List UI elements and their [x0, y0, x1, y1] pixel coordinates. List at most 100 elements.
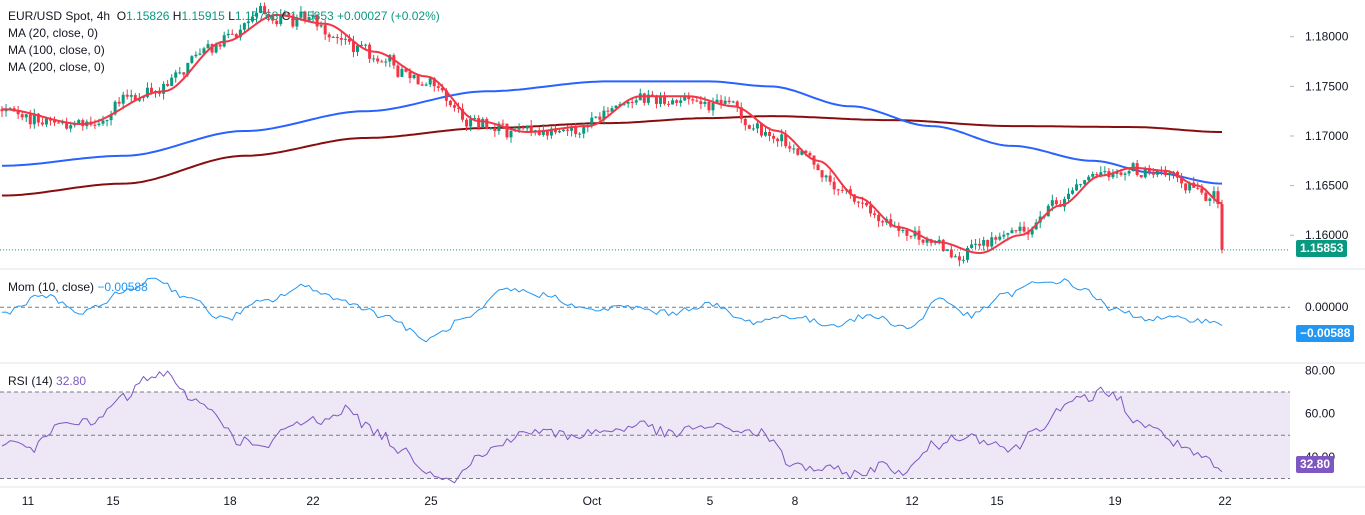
- candle: [1216, 186, 1220, 209]
- candle-body: [1030, 229, 1034, 235]
- candle-body: [493, 127, 497, 132]
- candle: [873, 210, 877, 219]
- candle: [634, 97, 638, 106]
- candle-body: [719, 99, 723, 104]
- ma200-legend[interactable]: MA (200, close, 0): [8, 59, 105, 75]
- candle: [957, 251, 961, 267]
- candle-body: [170, 77, 174, 86]
- candle: [24, 113, 28, 123]
- low-value: 1.15768: [234, 9, 279, 23]
- candle-body: [650, 94, 654, 96]
- candle-body: [246, 21, 250, 24]
- time-axis-label: 22: [1218, 494, 1232, 508]
- candle: [283, 10, 287, 16]
- rsi-last-badge: 32.80: [1296, 456, 1335, 473]
- candle-body: [537, 130, 541, 135]
- candle: [117, 97, 121, 107]
- candle-body: [190, 56, 194, 63]
- candle-body: [529, 125, 533, 132]
- candle-body: [691, 99, 695, 101]
- candle-body: [182, 72, 186, 75]
- candle-body: [941, 239, 945, 251]
- time-axis-label: 12: [905, 494, 919, 508]
- candle-body: [291, 15, 295, 27]
- candle: [166, 80, 170, 87]
- candle-body: [590, 117, 594, 127]
- candle: [1054, 197, 1058, 206]
- candle: [909, 235, 913, 240]
- candle-body: [1143, 167, 1147, 178]
- candle-body: [860, 202, 864, 204]
- candle-body: [263, 6, 267, 15]
- candle-body: [93, 124, 97, 126]
- candle-body: [723, 100, 727, 104]
- candle-body: [816, 164, 820, 171]
- ma200-path: [2, 115, 1222, 197]
- candle-body: [594, 116, 598, 118]
- candle-body: [953, 256, 957, 258]
- candle: [792, 144, 796, 154]
- rsi-tick-label: 60.00: [1305, 407, 1335, 421]
- candle-body: [832, 181, 836, 190]
- candle-body: [990, 237, 994, 247]
- candle-body: [521, 127, 525, 129]
- candle: [1083, 179, 1087, 186]
- candle-body: [961, 259, 965, 261]
- candle: [751, 124, 755, 132]
- candle: [772, 133, 776, 144]
- candle: [812, 155, 816, 170]
- ma20-path: [1, 13, 1223, 255]
- candle-body: [695, 100, 699, 102]
- candle-body: [711, 102, 715, 111]
- candle-body: [788, 146, 792, 149]
- candle-body: [271, 16, 275, 21]
- candle: [994, 235, 998, 245]
- candle: [347, 34, 351, 45]
- time-axis-label: Oct: [583, 494, 602, 508]
- candle-body: [149, 87, 153, 93]
- candle-body: [444, 90, 448, 101]
- candle: [368, 42, 372, 63]
- rsi-legend[interactable]: RSI (14) 32.80: [8, 373, 86, 389]
- candle-body: [804, 150, 808, 153]
- momentum-pane: 0.00000: [0, 277, 1349, 343]
- candle: [529, 120, 533, 137]
- candle: [230, 29, 234, 35]
- candle: [961, 255, 965, 264]
- candle-body: [267, 14, 271, 17]
- candle: [255, 7, 259, 23]
- symbol-label: EUR/USD Spot, 4h: [8, 9, 111, 23]
- candle-body: [574, 127, 578, 135]
- candle: [521, 125, 525, 131]
- candle-body: [1103, 171, 1107, 173]
- candle: [707, 101, 711, 113]
- momentum-legend[interactable]: Mom (10, close) −0.00588: [8, 279, 148, 295]
- candle: [335, 33, 339, 44]
- candle: [776, 137, 780, 147]
- candle-body: [881, 221, 885, 223]
- candle: [380, 59, 384, 63]
- candle-body: [1208, 198, 1212, 201]
- candle: [727, 96, 731, 105]
- candle: [477, 115, 481, 131]
- candle: [384, 58, 388, 67]
- candle-body: [376, 58, 380, 62]
- candle-body: [1139, 175, 1143, 178]
- candle-body: [1188, 182, 1192, 191]
- candle-body: [582, 126, 586, 134]
- candle: [755, 120, 759, 134]
- candle-body: [194, 54, 198, 57]
- candle: [1002, 230, 1006, 240]
- candle-body: [703, 101, 707, 105]
- candle-body: [117, 101, 121, 104]
- candle: [978, 238, 982, 250]
- candle: [343, 35, 347, 45]
- candle: [949, 244, 953, 259]
- candle-body: [1014, 230, 1018, 232]
- candle: [764, 126, 768, 137]
- candle-body: [671, 100, 675, 105]
- ma100-legend[interactable]: MA (100, close, 0): [8, 42, 105, 58]
- ma20-legend[interactable]: MA (20, close, 0): [8, 25, 98, 41]
- candle: [275, 19, 279, 27]
